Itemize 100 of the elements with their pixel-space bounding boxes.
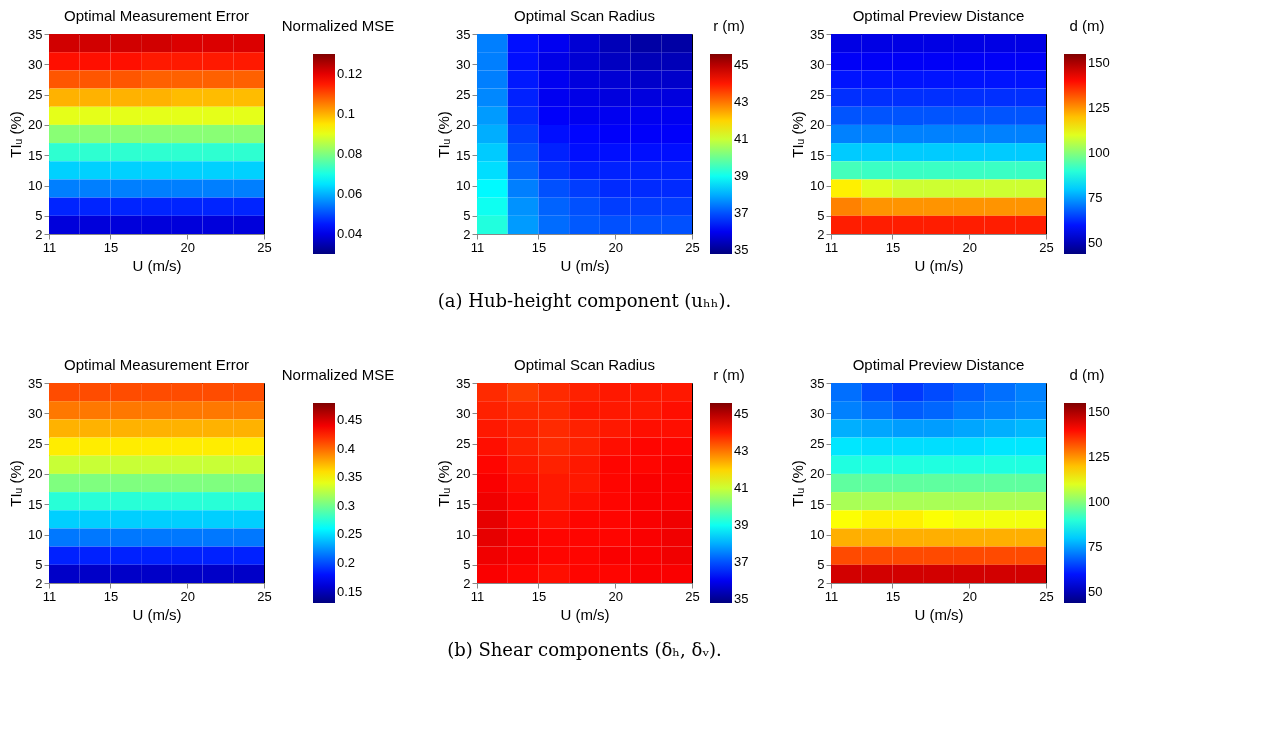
color-bar-label: 0.45 — [337, 412, 363, 428]
x-tick-label: 25 — [1039, 239, 1054, 255]
color-bar-label: 41 — [734, 131, 749, 147]
y-tick-label: 2 — [463, 226, 471, 242]
color-bar-label: 150 — [1088, 55, 1110, 71]
y-axis-title: TIᵤ (%) — [7, 460, 25, 507]
y-tick-label: 20 — [456, 466, 471, 482]
y-tick-label: 10 — [456, 527, 471, 543]
y-tick-label: 30 — [456, 405, 471, 421]
x-tick-label: 20 — [962, 239, 977, 255]
color-bar-label: 125 — [1088, 449, 1110, 465]
y-tick-label: 20 — [810, 466, 825, 482]
text: (a) Hub-height component (uₕₕ). — [437, 290, 732, 311]
y-tick-label: 25 — [810, 436, 825, 452]
x-tick-label: 15 — [103, 588, 119, 604]
x-tick-label: 11 — [42, 588, 57, 604]
color-bar-label: 35 — [734, 591, 749, 607]
y-tick-label: 20 — [456, 117, 471, 133]
color-bar-label: 41 — [734, 480, 749, 496]
y-axis-title: TIᵤ (%) — [7, 111, 25, 158]
y-tick-label: 35 — [456, 26, 471, 42]
color-bar-label: 125 — [1088, 100, 1110, 116]
color-bar-label: 0.06 — [337, 186, 363, 201]
y-tick-label: 35 — [810, 375, 825, 391]
color-bar-label: 43 — [734, 94, 749, 110]
y-tick-label: 10 — [28, 178, 43, 194]
y-tick-label: 15 — [28, 147, 43, 163]
y-tick-label: 15 — [810, 147, 825, 163]
color-bar-title: r (m) — [713, 17, 745, 34]
color-bar-title: r (m) — [713, 366, 745, 383]
y-axis-title: TIᵤ (%) — [435, 111, 453, 158]
y-tick-label: 30 — [28, 56, 43, 72]
text: (b) Shear components (δₕ, δᵥ). — [447, 639, 722, 660]
color-bar-title: Normalized MSE — [281, 17, 395, 34]
x-tick-label: 15 — [885, 588, 901, 604]
y-tick-label: 20 — [28, 466, 43, 482]
y-tick-label: 25 — [456, 87, 471, 103]
y-axis-title: TIᵤ (%) — [789, 111, 807, 158]
color-bar-label: 75 — [1088, 190, 1103, 206]
y-tick-label: 30 — [810, 405, 825, 421]
y-tick-label: 2 — [463, 575, 471, 591]
y-tick-label: 5 — [463, 208, 471, 224]
color-bar-label: 0.2 — [337, 555, 356, 570]
y-tick-label: 5 — [817, 557, 825, 573]
color-bar-label: 0.15 — [337, 583, 363, 599]
color-bar-label: 39 — [734, 517, 749, 533]
x-tick-label: 15 — [531, 588, 547, 604]
color-bar-label: 37 — [734, 205, 749, 221]
x-tick-label: 25 — [685, 239, 700, 255]
y-axis-title: TIᵤ (%) — [789, 460, 807, 507]
y-tick-label: 35 — [28, 375, 43, 391]
y-tick-label: 25 — [810, 87, 825, 103]
y-tick-label: 15 — [456, 496, 471, 512]
color-bar-label: 0.08 — [337, 146, 363, 161]
color-bar-label: 39 — [734, 168, 749, 184]
x-tick-label: 25 — [257, 239, 272, 255]
x-axis-title: U (m/s) — [132, 256, 182, 274]
y-tick-label: 10 — [810, 527, 825, 543]
x-tick-label: 25 — [685, 588, 700, 604]
x-axis-title: U (m/s) — [560, 605, 610, 623]
y-tick-label: 10 — [28, 527, 43, 543]
color-bar-label: 100 — [1088, 494, 1110, 510]
y-tick-label: 15 — [810, 496, 825, 512]
color-bar-label: 45 — [734, 57, 749, 73]
y-tick-label: 15 — [456, 147, 471, 163]
x-tick-label: 11 — [470, 239, 485, 255]
color-bar-label: 150 — [1088, 404, 1110, 420]
color-bar-label: 50 — [1088, 235, 1103, 251]
x-tick-label: 20 — [608, 588, 623, 604]
chart-title: Optimal Scan Radius — [514, 356, 655, 373]
x-tick-label: 20 — [180, 239, 195, 255]
y-tick-label: 35 — [28, 26, 43, 42]
y-tick-label: 15 — [28, 496, 43, 512]
color-bar-label: 45 — [734, 406, 749, 422]
x-tick-label: 11 — [824, 588, 839, 604]
y-tick-label: 2 — [35, 226, 43, 242]
x-axis-title: U (m/s) — [914, 256, 964, 274]
color-bar-label: 43 — [734, 443, 749, 459]
color-bar-label: 0.25 — [337, 526, 363, 542]
y-tick-label: 30 — [456, 56, 471, 72]
chart-title: Optimal Preview Distance — [852, 7, 1025, 24]
y-tick-label: 35 — [456, 375, 471, 391]
y-tick-label: 2 — [35, 575, 43, 591]
x-tick-label: 25 — [257, 588, 272, 604]
y-tick-label: 30 — [810, 56, 825, 72]
color-bar-label: 75 — [1088, 539, 1103, 555]
y-tick-label: 5 — [463, 557, 471, 573]
x-axis-title: U (m/s) — [560, 256, 610, 274]
x-tick-label: 15 — [531, 239, 547, 255]
y-tick-label: 20 — [28, 117, 43, 133]
x-axis-title: U (m/s) — [914, 605, 964, 623]
y-tick-label: 35 — [810, 26, 825, 42]
color-bar-title: d (m) — [1069, 17, 1105, 34]
y-tick-label: 25 — [28, 87, 43, 103]
x-axis-title: U (m/s) — [132, 605, 182, 623]
y-tick-label: 5 — [35, 208, 43, 224]
color-bar-label: 0.12 — [337, 66, 363, 81]
chart-title: Optimal Preview Distance — [852, 356, 1025, 373]
color-bar-label: 0.4 — [337, 440, 356, 456]
color-bar-title: d (m) — [1069, 366, 1105, 383]
